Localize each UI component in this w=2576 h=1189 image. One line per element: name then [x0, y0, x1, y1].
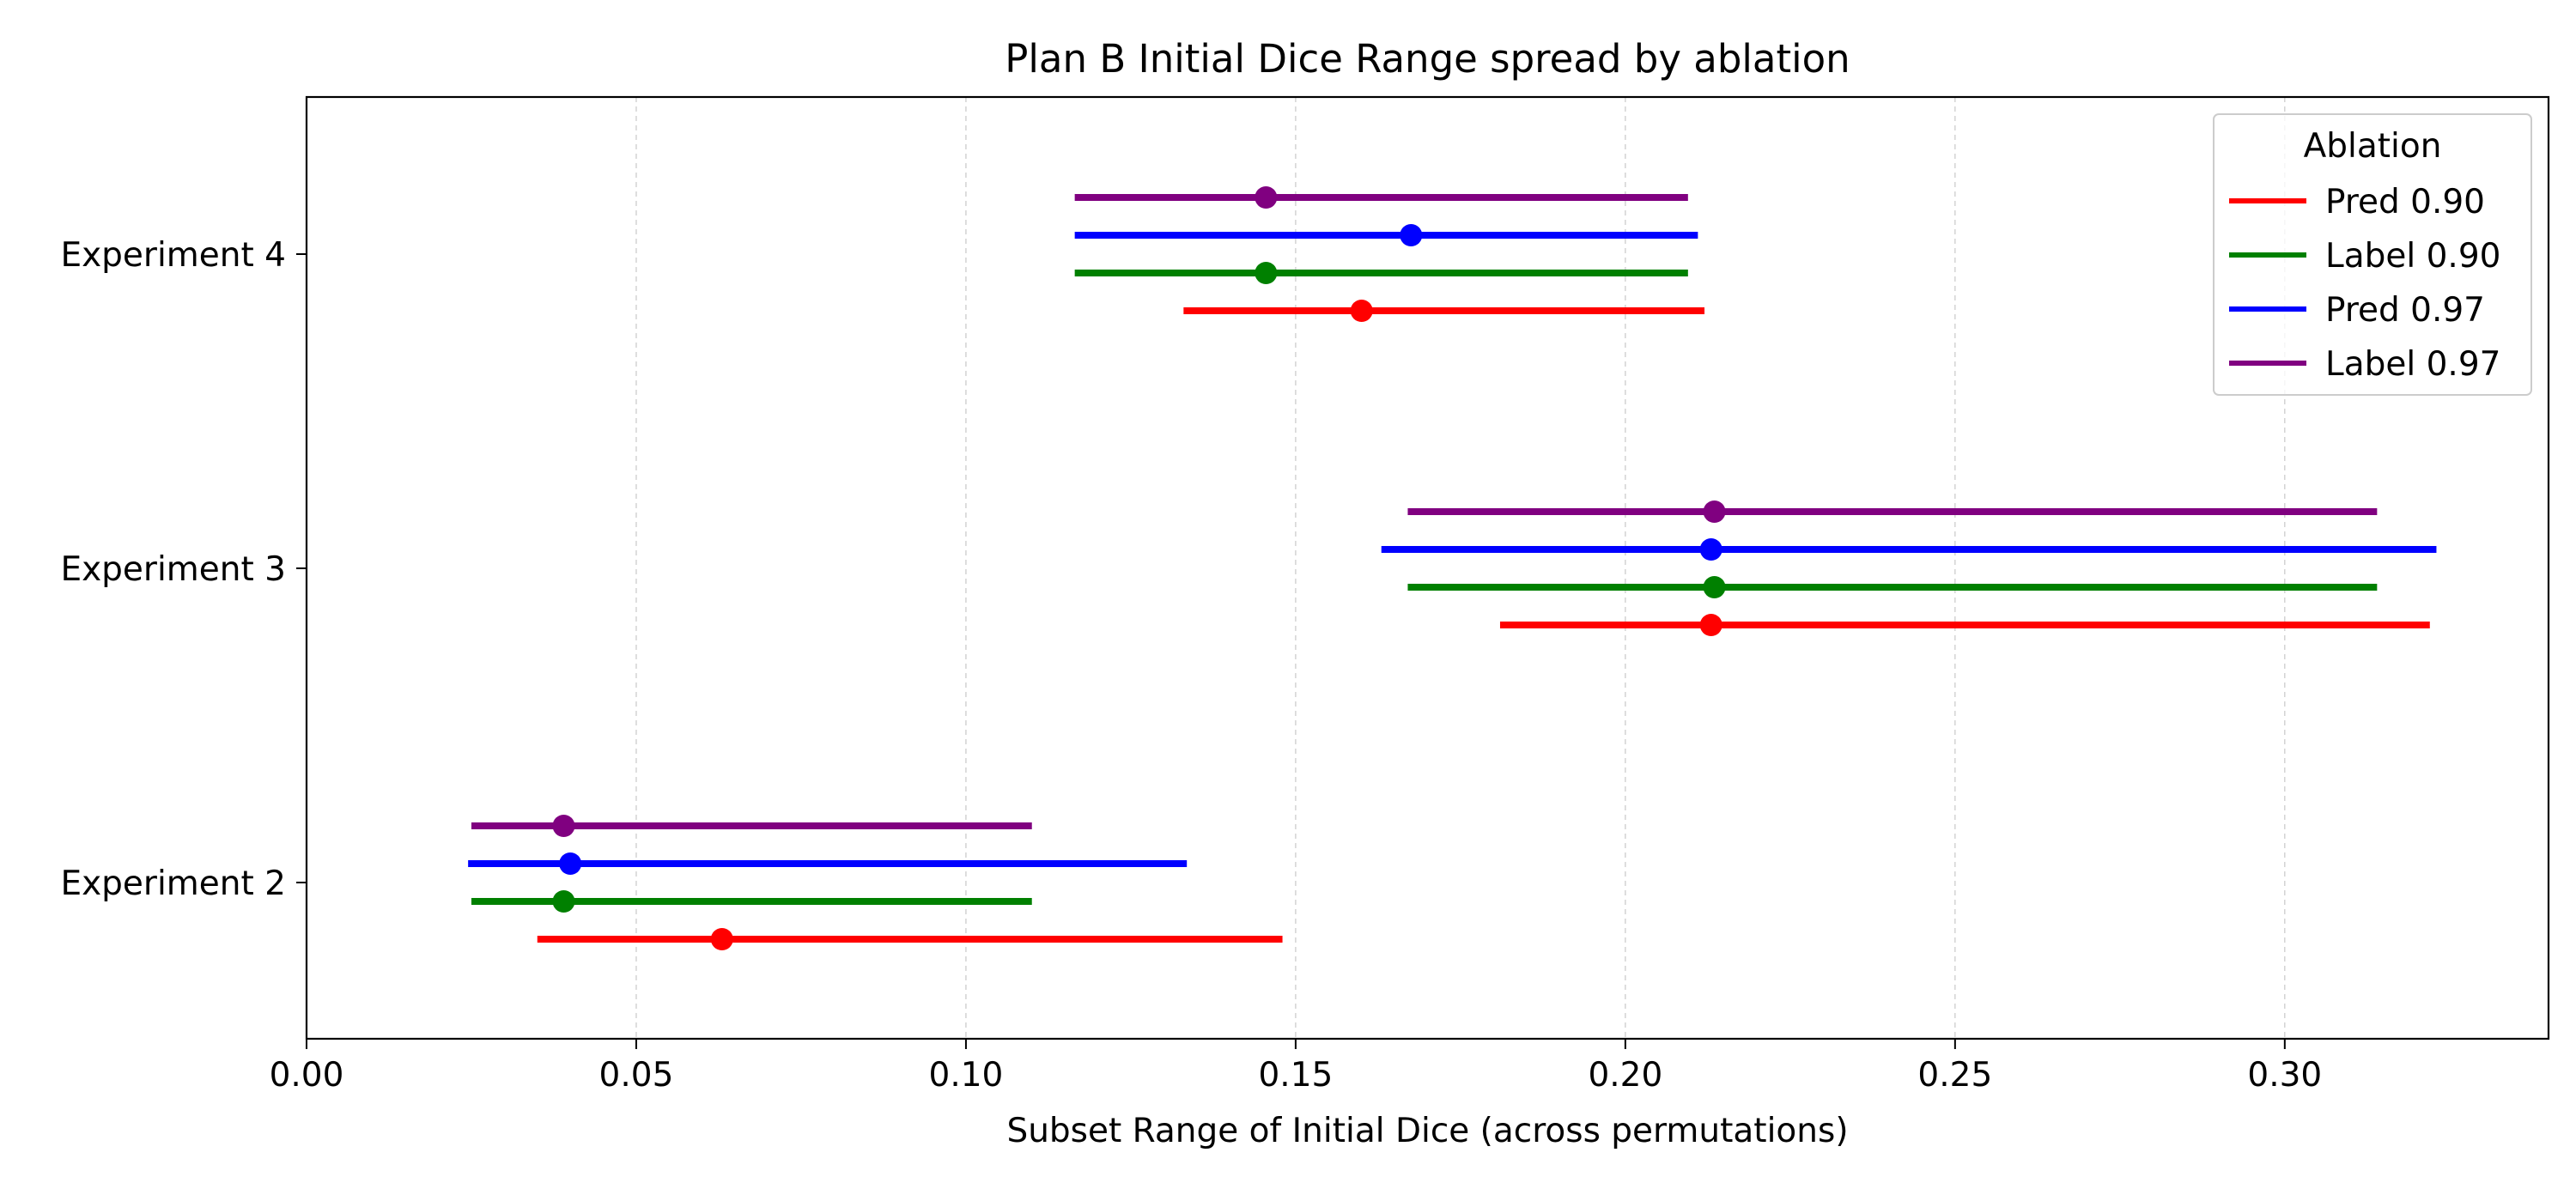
- chart-title: Plan B Initial Dice Range spread by abla…: [1005, 36, 1850, 82]
- legend-label: Label 0.97: [2325, 345, 2500, 384]
- grid-lines: [635, 97, 2286, 1039]
- x-axis-label: Subset Range of Initial Dice (across per…: [1006, 1112, 1848, 1150]
- y-axis-ticks: Experiment 2 Experiment 3 Experiment 4: [60, 236, 307, 903]
- x-tick-label: 0.15: [1258, 1056, 1333, 1095]
- legend-label: Pred 0.90: [2325, 183, 2485, 221]
- x-tick-label: 0.25: [1917, 1056, 1992, 1095]
- range-marks: [468, 186, 2437, 950]
- value-marker: [1400, 224, 1423, 246]
- legend-box: [2213, 113, 2532, 396]
- value-marker: [710, 928, 733, 950]
- legend-items: Pred 0.90 Label 0.90 Pred 0.97 Label 0.97: [2229, 183, 2500, 384]
- y-tick-label: Experiment 3: [60, 550, 286, 589]
- x-tick-label: 0.05: [599, 1056, 674, 1095]
- y-tick-label: Experiment 2: [60, 864, 286, 903]
- value-marker: [1255, 186, 1278, 209]
- x-tick-label: 0.00: [270, 1056, 344, 1095]
- legend: Ablation Pred 0.90 Label 0.90 Pred 0.97 Lab…: [2213, 113, 2532, 396]
- value-marker: [1703, 576, 1726, 598]
- legend-label: Label 0.90: [2325, 237, 2500, 276]
- legend-title: Ablation: [2304, 127, 2442, 166]
- value-marker: [552, 890, 575, 913]
- value-marker: [1255, 262, 1278, 284]
- x-tick-label: 0.30: [2247, 1056, 2322, 1095]
- legend-label: Pred 0.97: [2325, 291, 2485, 330]
- value-marker: [1699, 614, 1722, 636]
- value-marker: [1350, 300, 1373, 322]
- value-marker: [1703, 500, 1726, 523]
- x-tick-label: 0.10: [929, 1056, 1004, 1095]
- x-axis-ticks: 0.00 0.05 0.10 0.15 0.20 0.25 0.30: [270, 1039, 2322, 1095]
- value-marker: [1699, 538, 1722, 561]
- x-tick-label: 0.20: [1588, 1056, 1662, 1095]
- value-marker: [552, 815, 575, 837]
- value-marker: [559, 852, 582, 875]
- y-tick-label: Experiment 4: [60, 236, 286, 275]
